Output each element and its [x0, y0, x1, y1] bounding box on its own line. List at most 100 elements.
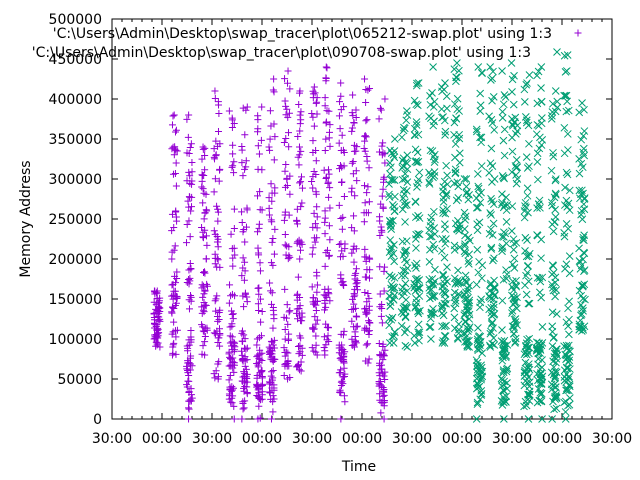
data-point [502, 392, 511, 401]
data-point [375, 148, 383, 156]
data-point [512, 155, 521, 164]
data-point [269, 235, 277, 243]
data-point [509, 235, 518, 244]
data-point [451, 219, 460, 228]
data-point [265, 194, 273, 202]
y-tick-label: 500000 [49, 12, 102, 28]
data-point [429, 305, 437, 313]
data-point [187, 207, 195, 215]
data-point [240, 384, 248, 392]
data-point [229, 150, 237, 158]
data-point [258, 103, 266, 111]
data-point [441, 239, 450, 248]
data-point [477, 386, 486, 395]
data-point [310, 234, 318, 242]
x-tick-label: 00:00 [142, 431, 182, 447]
data-point [294, 315, 302, 323]
data-point [286, 253, 294, 261]
data-point [296, 302, 304, 310]
data-point [238, 272, 246, 280]
data-point [238, 415, 246, 423]
data-point [214, 142, 222, 150]
data-point [512, 304, 521, 313]
data-point [425, 323, 434, 332]
data-point [350, 341, 358, 349]
data-point [511, 297, 520, 306]
data-point [321, 102, 329, 110]
data-point [378, 142, 386, 150]
data-point [226, 386, 234, 394]
y-tick-label: 450000 [49, 52, 102, 68]
data-point [380, 287, 388, 295]
data-point [511, 337, 520, 346]
data-point [460, 311, 469, 319]
data-point [229, 262, 237, 270]
data-point [183, 220, 191, 228]
data-point [253, 335, 261, 343]
data-point [255, 290, 263, 298]
data-point [508, 88, 516, 96]
data-point [268, 218, 276, 226]
data-point [478, 274, 486, 283]
data-point [441, 209, 450, 218]
data-point [321, 207, 329, 215]
data-point [283, 301, 291, 309]
data-point [451, 299, 460, 308]
data-point [562, 260, 571, 269]
data-point [509, 100, 518, 109]
data-point [227, 292, 235, 300]
data-point [478, 69, 486, 78]
data-point [503, 379, 511, 387]
data-point [487, 115, 496, 124]
data-point [502, 365, 511, 374]
data-point [535, 339, 543, 348]
data-point [312, 188, 320, 196]
data-point [284, 113, 292, 121]
data-point [321, 214, 329, 222]
data-point [488, 178, 496, 186]
data-point [450, 65, 459, 73]
data-point [534, 349, 543, 358]
y-tick-label: 0 [93, 412, 102, 428]
data-point [401, 174, 409, 183]
data-point [225, 299, 233, 307]
data-point [399, 251, 408, 259]
data-point [412, 81, 421, 90]
data-point [397, 322, 406, 330]
data-point [283, 175, 291, 183]
data-point [551, 189, 560, 198]
data-point [239, 254, 247, 262]
data-point [491, 284, 499, 292]
data-point [270, 395, 278, 403]
data-point [498, 296, 507, 305]
data-point [151, 331, 159, 339]
data-point [499, 368, 508, 376]
data-point [295, 350, 303, 358]
data-point [268, 384, 276, 392]
data-point [324, 332, 332, 340]
data-point [168, 145, 176, 153]
data-point [451, 153, 459, 162]
data-point [427, 335, 435, 343]
data-point [320, 344, 328, 352]
data-point [254, 284, 262, 292]
data-point [298, 351, 306, 359]
data-point [565, 356, 574, 365]
data-point [399, 266, 408, 275]
data-point [473, 220, 481, 229]
data-point [211, 230, 219, 238]
data-point [415, 330, 423, 339]
data-point [508, 133, 516, 142]
data-point [565, 353, 574, 361]
data-point [454, 320, 463, 329]
data-point [352, 304, 360, 312]
data-point [352, 147, 360, 155]
data-point [243, 103, 251, 111]
data-point [352, 167, 360, 175]
data-point [452, 196, 461, 205]
data-point [200, 328, 208, 336]
data-point [321, 218, 329, 226]
data-point [198, 223, 206, 231]
data-point [413, 179, 422, 187]
data-point [377, 365, 385, 373]
